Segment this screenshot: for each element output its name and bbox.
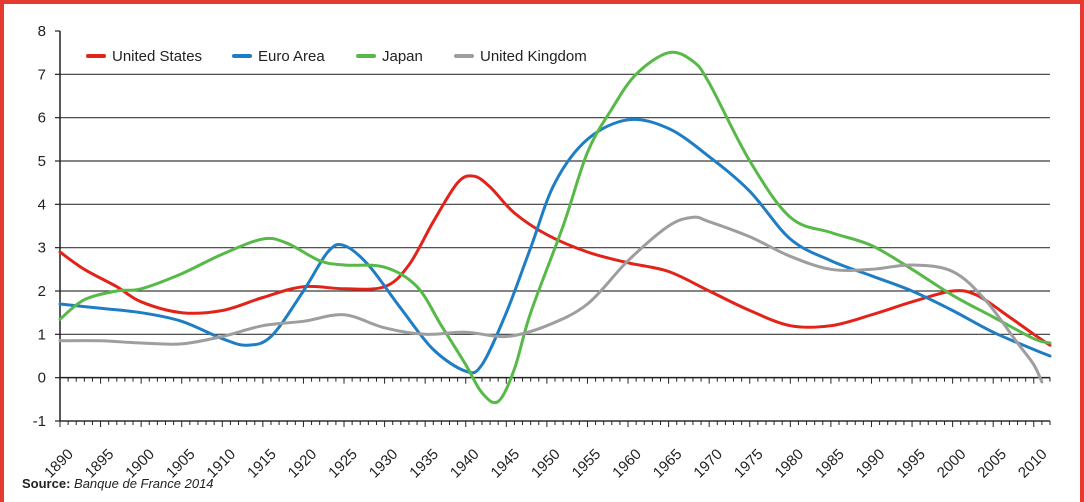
y-tick-label: 8 (38, 23, 46, 40)
x-axis-ticks: 1890 1895 1900 1905 1910 1915 1920 1925 1930 1935… (41, 377, 1051, 482)
x-tick-label: 1985 (812, 446, 848, 482)
y-tick-label: 1 (38, 326, 46, 343)
y-tick-label: 0 (38, 370, 46, 387)
source-note: Source: Banque de France 2014 (22, 476, 214, 491)
y-tick-label: 6 (38, 110, 46, 127)
series-lines (58, 50, 1052, 405)
x-tick-label: 1915 (244, 446, 280, 482)
source-text: Banque de France 2014 (74, 476, 214, 491)
x-tick-label: 1945 (488, 446, 524, 482)
series-line-united-states (58, 174, 1052, 347)
legend: United States Euro Area Japan United Kingdo… (86, 48, 587, 65)
x-tick-label: 2000 (934, 446, 970, 482)
series-line-united-kingdom (58, 215, 1044, 384)
x-tick-label: 1940 (447, 446, 483, 482)
x-tick-label: 1990 (853, 446, 889, 482)
legend-label-united-kingdom: United Kingdom (480, 48, 587, 65)
x-tick-label: 1975 (731, 446, 767, 482)
x-tick-label: 1955 (569, 446, 605, 482)
y-tick-label: 3 (38, 240, 46, 257)
legend-label-japan: Japan (382, 48, 423, 65)
series-line-japan (58, 50, 1052, 405)
y-tick-label: 5 (38, 153, 46, 170)
x-tick-label: 1980 (772, 446, 808, 482)
x-tick-label: 1925 (325, 446, 361, 482)
axes (59, 31, 1050, 422)
x-tick-label: 1960 (609, 446, 645, 482)
x-tick-label: 1995 (893, 446, 929, 482)
y-tick-label: -1 (33, 413, 46, 430)
y-axis-ticks: 8 7 6 5 4 3 2 1 0 -1 (33, 23, 60, 430)
legend-label-united-states: United States (112, 48, 202, 65)
y-tick-label: 2 (38, 283, 46, 300)
x-tick-label: 2010 (1015, 446, 1051, 482)
y-tick-label: 4 (38, 196, 46, 213)
x-tick-label: 1920 (285, 446, 321, 482)
x-tick-label: 1970 (690, 446, 726, 482)
x-tick-label: 1930 (366, 446, 402, 482)
x-tick-label: 2005 (974, 446, 1010, 482)
legend-label-euro-area: Euro Area (258, 48, 325, 65)
series-line-euro-area (58, 117, 1052, 375)
y-tick-label: 7 (38, 66, 46, 83)
x-tick-label: 1965 (650, 446, 686, 482)
source-label: Source: (22, 476, 71, 491)
x-tick-label: 1935 (406, 446, 442, 482)
x-tick-label: 1950 (528, 446, 564, 482)
